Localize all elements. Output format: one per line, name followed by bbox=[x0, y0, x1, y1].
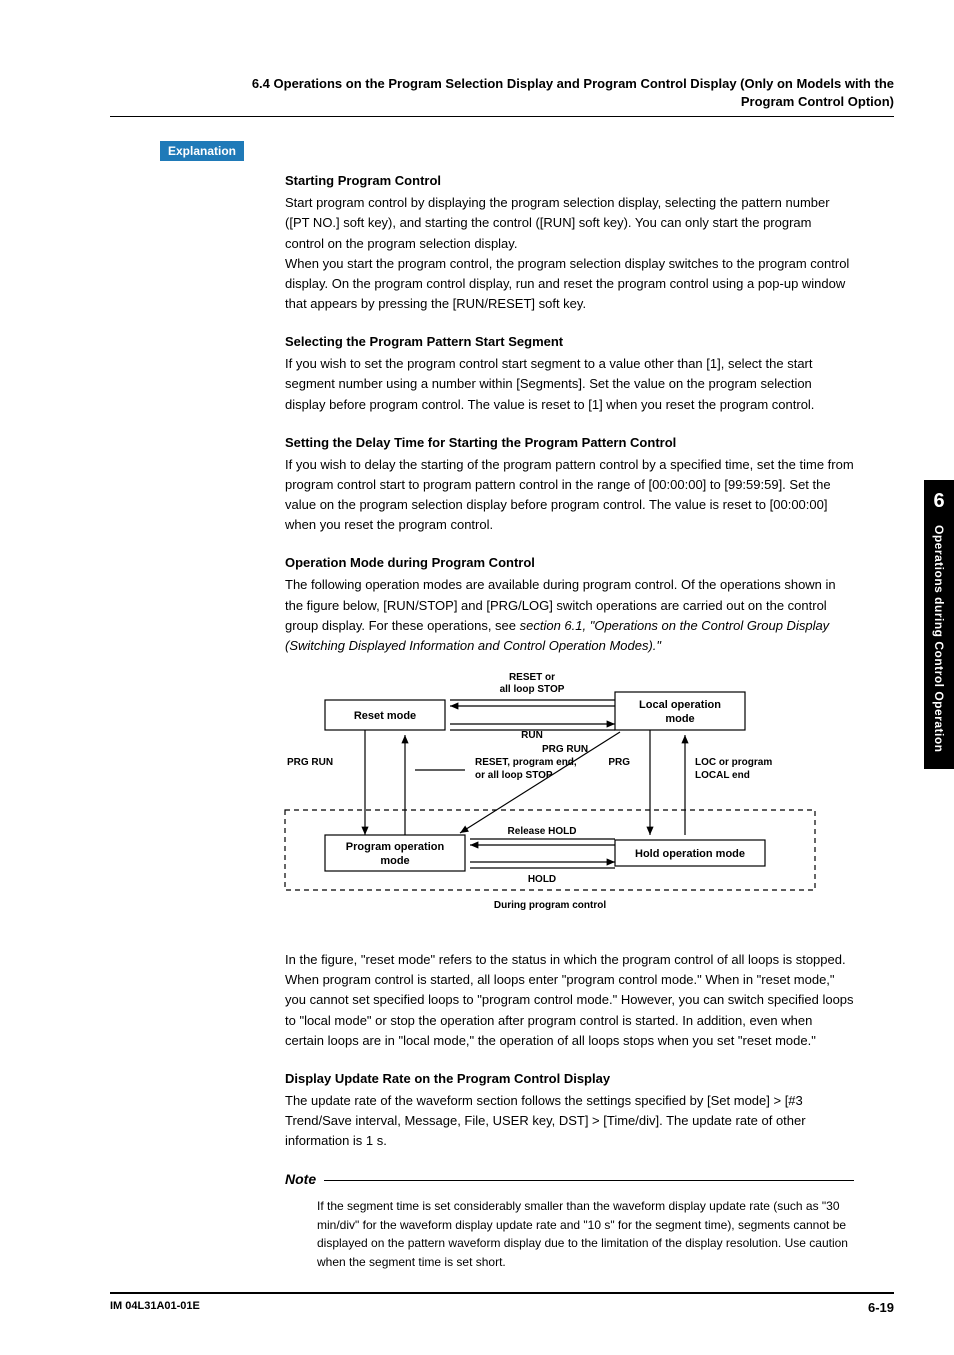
d-progmode2: mode bbox=[380, 855, 409, 867]
d-prg: PRG bbox=[608, 757, 630, 768]
section-header: 6.4 Operations on the Program Selection … bbox=[110, 75, 894, 110]
mode-diagram: .box{fill:#fff;stroke:#000;stroke-width:… bbox=[265, 670, 865, 930]
subhead-segment: Selecting the Program Pattern Start Segm… bbox=[285, 332, 854, 352]
page-number: 6-19 bbox=[868, 1300, 894, 1315]
d-progmode1: Program operation bbox=[346, 841, 445, 853]
note-label: Note bbox=[285, 1169, 316, 1191]
d-run: RUN bbox=[521, 730, 543, 741]
d-locor: LOC or program bbox=[695, 757, 772, 768]
subhead-starting: Starting Program Control bbox=[285, 171, 854, 191]
d-resetor: RESET or bbox=[509, 672, 555, 683]
d-orall: or all loop STOP bbox=[475, 770, 553, 781]
d-relhold: Release HOLD bbox=[508, 826, 577, 837]
subhead-delay: Setting the Delay Time for Starting the … bbox=[285, 433, 854, 453]
header-rule bbox=[110, 116, 894, 117]
main-content: Starting Program Control Start program c… bbox=[285, 171, 854, 1271]
d-local2: mode bbox=[665, 713, 694, 725]
d-local1: Local operation bbox=[639, 699, 721, 711]
d-prgrun-top: PRG RUN bbox=[542, 744, 588, 755]
para: In the figure, "reset mode" refers to th… bbox=[285, 950, 854, 1051]
chapter-number: 6 bbox=[924, 490, 954, 513]
note-rule bbox=[324, 1179, 854, 1181]
para: If you wish to delay the starting of the… bbox=[285, 455, 854, 536]
header-l1: 6.4 Operations on the Program Selection … bbox=[252, 76, 894, 91]
para: Start program control by displaying the … bbox=[285, 193, 854, 253]
para: When you start the program control, the … bbox=[285, 254, 854, 314]
d-holdmode: Hold operation mode bbox=[635, 848, 745, 860]
page-footer: IM 04L31A01-01E 6-19 bbox=[110, 1300, 894, 1315]
side-tab: 6 Operations during Control Operation bbox=[924, 480, 954, 769]
subhead-update: Display Update Rate on the Program Contr… bbox=[285, 1069, 854, 1089]
d-hold: HOLD bbox=[528, 874, 556, 885]
d-localend: LOCAL end bbox=[695, 770, 750, 781]
d-during: During program control bbox=[494, 900, 606, 911]
para: The following operation modes are availa… bbox=[285, 575, 854, 656]
explanation-badge: Explanation bbox=[160, 141, 244, 161]
doc-id: IM 04L31A01-01E bbox=[110, 1300, 200, 1315]
d-reset-prog: RESET, program end, bbox=[475, 757, 577, 768]
subhead-opmode: Operation Mode during Program Control bbox=[285, 553, 854, 573]
header-l2: Program Control Option) bbox=[741, 94, 894, 109]
note-header: Note bbox=[285, 1169, 854, 1191]
para: The update rate of the waveform section … bbox=[285, 1091, 854, 1151]
d-prgrun-left: PRG RUN bbox=[287, 757, 333, 768]
note-body: If the segment time is set considerably … bbox=[317, 1197, 854, 1271]
chapter-title: Operations during Control Operation bbox=[932, 525, 946, 753]
d-reset: Reset mode bbox=[354, 710, 416, 722]
d-allstop: all loop STOP bbox=[500, 684, 565, 695]
para: If you wish to set the program control s… bbox=[285, 354, 854, 414]
footer-rule bbox=[110, 1292, 894, 1294]
